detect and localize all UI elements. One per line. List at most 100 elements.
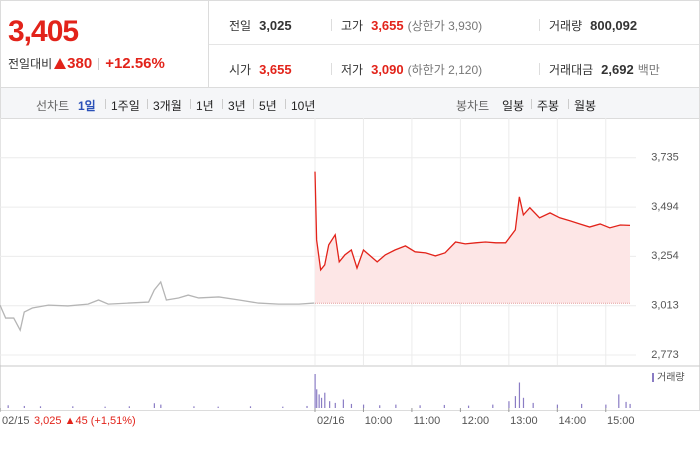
tab[interactable]: 1일 xyxy=(78,99,96,113)
volume-bar xyxy=(249,406,252,408)
volume-bar xyxy=(350,403,353,408)
stat: 고가 3,655 (상한가 3,930) xyxy=(341,17,482,34)
y-tick-label: 3,013 xyxy=(651,300,679,312)
x-tick-label: 12:00 xyxy=(462,415,490,427)
stat-note: (상한가 3,930) xyxy=(407,19,483,33)
volume-bar xyxy=(581,403,583,408)
stat: 거래대금 2,692 백만 xyxy=(549,61,660,78)
separator xyxy=(105,99,106,109)
prev-summary: 3,025 ▲45 (+1,51%) xyxy=(34,415,136,427)
stat-note: (하한가 2,120) xyxy=(407,63,483,77)
stat-value: 3,025 xyxy=(259,18,292,33)
volume-bar xyxy=(419,405,421,408)
volume-bar xyxy=(329,401,331,408)
volume-bar xyxy=(467,405,470,408)
tab[interactable]: 10년 xyxy=(291,99,316,113)
legend-swatch xyxy=(652,373,654,382)
volume-bar xyxy=(104,406,106,408)
stat-label: 고가 xyxy=(341,19,364,33)
volume-bar xyxy=(160,404,162,408)
volume-bar xyxy=(39,406,42,408)
volume-bar xyxy=(362,404,365,408)
stat-label: 거래량 xyxy=(549,19,583,33)
volume-bar xyxy=(282,406,284,408)
volume-bar xyxy=(605,404,607,408)
tab-group-label: 봉차트 xyxy=(456,99,490,113)
stat-value: 800,092 xyxy=(590,18,638,33)
stat: 시가 3,655 xyxy=(229,61,292,78)
change-value: 380 xyxy=(67,55,93,72)
separator xyxy=(190,99,191,109)
stat: 거래량 800,092 xyxy=(549,17,637,34)
volume-bar xyxy=(508,401,510,408)
volume-bar xyxy=(618,394,620,408)
stat-label: 시가 xyxy=(229,63,252,77)
stat: 전일 3,025 xyxy=(229,17,292,34)
stat-value: 3,655 xyxy=(371,18,404,33)
volume-bar xyxy=(23,405,25,408)
stat-value: 2,692 xyxy=(601,62,634,77)
tab[interactable]: 5년 xyxy=(259,99,277,113)
separator xyxy=(147,99,148,109)
stat-label: 저가 xyxy=(341,63,364,77)
legend-label: 거래량 xyxy=(657,372,685,384)
area-fill xyxy=(315,171,630,304)
price-line xyxy=(0,280,315,332)
volume-bar xyxy=(217,406,219,408)
volume-bar xyxy=(629,403,631,408)
volume-bar xyxy=(128,406,130,408)
volume-bar xyxy=(324,392,326,408)
volume-bar xyxy=(532,402,534,408)
volume-bar xyxy=(153,403,155,408)
tab[interactable]: 월봉 xyxy=(574,99,597,113)
separator xyxy=(285,99,286,109)
volume-bar xyxy=(7,405,9,408)
separator xyxy=(222,99,223,109)
stat: 저가 3,090 (하한가 2,120) xyxy=(341,61,482,78)
tab[interactable]: 주봉 xyxy=(537,99,560,113)
chart-tabs: 선차트 1일 1주일 3개월 1년 3년 5년 10년 봉차트 일봉 주봉 월봉 xyxy=(0,88,700,119)
separator xyxy=(531,99,532,109)
volume-bar xyxy=(342,399,344,408)
tab[interactable]: 1주일 xyxy=(111,99,140,113)
volume-bar xyxy=(193,406,195,408)
x-tick-label: 13:00 xyxy=(510,415,538,427)
x-tick-label: 02/16 xyxy=(317,415,345,427)
x-tick-label: 02/15 xyxy=(2,415,30,427)
tab[interactable]: 3개월 xyxy=(153,99,182,113)
price-box: 3,405 전일대비 380 +12.56% xyxy=(1,1,209,87)
quote-header: 3,405 전일대비 380 +12.56% 전일 3,025 고가 3,655 (상한… xyxy=(0,0,700,88)
x-tick-label: 14:00 xyxy=(559,415,587,427)
stat-label: 거래대금 xyxy=(549,63,594,77)
volume-bar xyxy=(514,396,517,408)
current-price: 3,405 xyxy=(8,15,79,48)
change-percent: +12.56% xyxy=(105,55,165,72)
change-row: 전일대비 380 +12.56% xyxy=(8,55,165,72)
stat-value: 3,090 xyxy=(371,62,404,77)
separator xyxy=(98,57,100,70)
stat-label: 전일 xyxy=(229,19,252,33)
volume-bar xyxy=(314,374,316,408)
volume-bar xyxy=(334,402,336,408)
volume-bar xyxy=(522,397,525,408)
volume-bar xyxy=(318,394,320,408)
price-line xyxy=(314,171,631,272)
x-tick-label: 11:00 xyxy=(414,415,441,427)
volume-bar xyxy=(379,405,381,408)
tab[interactable]: 3년 xyxy=(228,99,246,113)
volume-bar xyxy=(306,405,308,408)
tab[interactable]: 1년 xyxy=(196,99,214,113)
x-tick-label: 10:00 xyxy=(365,415,393,427)
separator xyxy=(539,19,540,31)
tab[interactable]: 일봉 xyxy=(502,99,525,113)
change-label: 전일대비 xyxy=(8,57,53,71)
volume-bar xyxy=(320,397,323,408)
up-icon xyxy=(54,58,67,69)
separator xyxy=(331,63,332,75)
separator xyxy=(331,19,332,31)
stat-value: 3,655 xyxy=(259,62,292,77)
chart: 3,735 3,494 3,254 3,013 2,773 02/15 02/16 10:00… xyxy=(0,118,700,427)
volume-bar xyxy=(443,404,445,408)
y-tick-label: 2,773 xyxy=(651,349,679,361)
